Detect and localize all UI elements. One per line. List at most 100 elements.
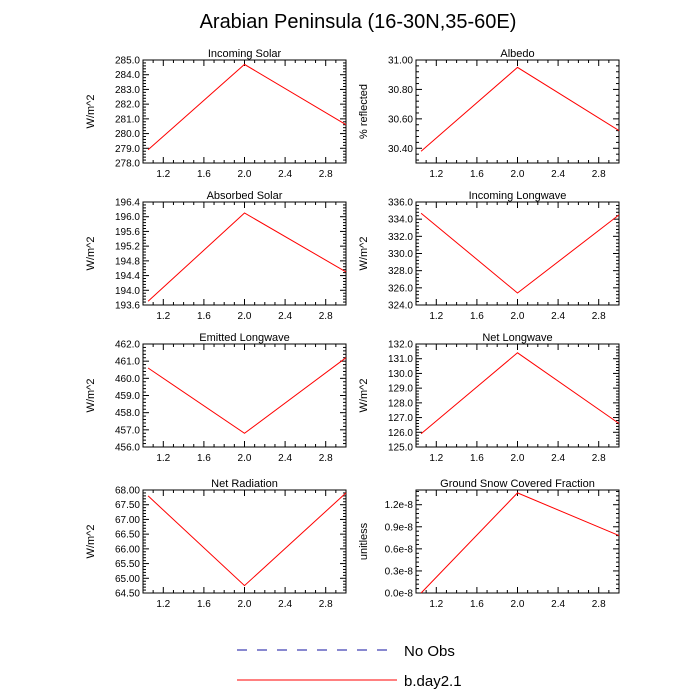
y-tick-label: 196.4 [115, 198, 140, 209]
y-tick-label: 282.0 [115, 100, 140, 111]
x-tick-label: 1.6 [470, 453, 484, 464]
x-tick-label: 1.6 [197, 599, 211, 610]
y-axis-label: W/m^2 [85, 95, 97, 129]
x-tick-label: 2.4 [551, 453, 565, 464]
x-tick-label: 2.0 [238, 169, 252, 180]
y-tick-label: 458.0 [115, 408, 140, 419]
x-tick-label: 1.6 [197, 311, 211, 322]
x-tick-label: 2.0 [511, 599, 525, 610]
y-tick-label: 324.0 [388, 301, 413, 312]
y-tick-label: 127.0 [388, 413, 413, 424]
series-line-b-day2-1 [420, 212, 620, 294]
x-tick-label: 2.8 [592, 311, 606, 322]
y-tick-label: 68.00 [115, 486, 140, 497]
y-tick-label: 457.0 [115, 425, 140, 436]
plot-frame [142, 343, 347, 448]
x-tick-label: 1.2 [429, 453, 443, 464]
y-axis-label: unitless [358, 522, 370, 560]
panel-absorbed-solar: Absorbed Solar W/m^2 1.2 1.6 2.0 2.4 2.8 193.6 1… [85, 190, 347, 322]
figure-title: Arabian Peninsula (16-30N,35-60E) [200, 11, 517, 33]
panel-incoming-longwave: Incoming Longwave W/m^2 1.2 1.6 2.0 2.4 2.8 324… [358, 190, 620, 322]
plot-frame [142, 59, 347, 164]
y-tick-label: 328.0 [388, 266, 413, 277]
legend-model-label: b.day2.1 [404, 673, 462, 690]
x-tick-label: 1.6 [470, 169, 484, 180]
y-axis-label: W/m^2 [85, 525, 97, 559]
panel-albedo: Albedo % reflected 1.2 1.6 2.0 2.4 2.8 30.40 30.… [358, 48, 620, 180]
y-tick-label: 128.0 [388, 398, 413, 409]
y-tick-label: 66.50 [115, 530, 140, 541]
panel-title: Emitted Longwave [199, 332, 290, 344]
panel-emitted-longwave: Emitted Longwave W/m^2 1.2 1.6 2.0 2.4 2.8 456.… [85, 332, 347, 464]
x-tick-label: 2.4 [278, 169, 292, 180]
y-tick-label: 125.0 [388, 443, 413, 454]
series-line-b-day2-1 [420, 66, 620, 152]
x-tick-label: 1.2 [156, 599, 170, 610]
y-tick-label: 460.0 [115, 374, 140, 385]
y-tick-label: 330.0 [388, 249, 413, 260]
y-tick-label: 459.0 [115, 391, 140, 402]
y-axis-label: W/m^2 [358, 379, 370, 413]
series-line-b-day2-1 [147, 492, 347, 587]
y-tick-label: 131.0 [388, 354, 413, 365]
y-tick-label: 462.0 [115, 340, 140, 351]
panel-title: Albedo [500, 48, 534, 60]
y-tick-label: 281.0 [115, 114, 140, 125]
x-tick-label: 1.6 [197, 453, 211, 464]
panels: Incoming Solar W/m^2 1.2 1.6 2.0 2.4 2.8 278.0 2… [85, 48, 620, 610]
x-tick-label: 1.2 [156, 169, 170, 180]
y-tick-label: 1.2e-8 [385, 500, 414, 511]
x-tick-label: 2.0 [238, 453, 252, 464]
x-tick-label: 2.8 [592, 599, 606, 610]
y-tick-label: 130.0 [388, 369, 413, 380]
x-tick-label: 1.6 [470, 311, 484, 322]
y-tick-label: 30.40 [388, 144, 413, 155]
y-tick-label: 67.50 [115, 500, 140, 511]
y-tick-label: 66.00 [115, 544, 140, 555]
x-tick-label: 2.4 [278, 599, 292, 610]
y-tick-label: 0.9e-8 [385, 522, 414, 533]
y-axis-label: W/m^2 [85, 379, 97, 413]
panel-title: Ground Snow Covered Fraction [440, 478, 595, 490]
y-tick-label: 196.0 [115, 212, 140, 223]
y-tick-label: 194.8 [115, 256, 140, 267]
panel-title: Net Longwave [482, 332, 552, 344]
plot-frame [415, 201, 620, 306]
x-tick-label: 1.2 [429, 169, 443, 180]
y-tick-label: 195.2 [115, 242, 140, 253]
x-tick-label: 1.6 [470, 599, 484, 610]
legend-no-obs-label: No Obs [404, 643, 455, 660]
y-tick-label: 129.0 [388, 384, 413, 395]
y-tick-label: 64.50 [115, 589, 140, 600]
panel-net-radiation: Net Radiation W/m^2 1.2 1.6 2.0 2.4 2.8 64.50 65… [85, 478, 347, 610]
y-tick-label: 284.0 [115, 70, 140, 81]
y-tick-label: 194.4 [115, 271, 140, 282]
y-tick-label: 283.0 [115, 85, 140, 96]
x-tick-label: 1.2 [429, 599, 443, 610]
y-tick-label: 126.0 [388, 428, 413, 439]
plot-frame [415, 489, 620, 594]
y-axis-label: W/m^2 [85, 237, 97, 271]
x-tick-label: 2.8 [592, 169, 606, 180]
y-tick-label: 0.3e-8 [385, 566, 414, 577]
x-tick-label: 2.4 [551, 169, 565, 180]
y-tick-label: 334.0 [388, 215, 413, 226]
y-tick-label: 461.0 [115, 357, 140, 368]
x-tick-label: 2.8 [319, 453, 333, 464]
panel-ground-snow-covered-fraction: Ground Snow Covered Fraction unitless 1.2 1… [358, 478, 620, 610]
plot-frame [142, 201, 347, 306]
panel-title: Incoming Solar [208, 48, 282, 60]
x-tick-label: 2.8 [319, 311, 333, 322]
x-tick-label: 2.0 [511, 169, 525, 180]
y-tick-label: 132.0 [388, 340, 413, 351]
x-tick-label: 2.4 [551, 599, 565, 610]
x-tick-label: 2.8 [319, 169, 333, 180]
x-tick-label: 2.4 [278, 311, 292, 322]
x-tick-label: 2.4 [278, 453, 292, 464]
y-tick-label: 278.0 [115, 159, 140, 170]
x-tick-label: 2.8 [319, 599, 333, 610]
y-tick-label: 326.0 [388, 283, 413, 294]
x-tick-label: 1.6 [197, 169, 211, 180]
series-line-b-day2-1 [147, 212, 347, 302]
